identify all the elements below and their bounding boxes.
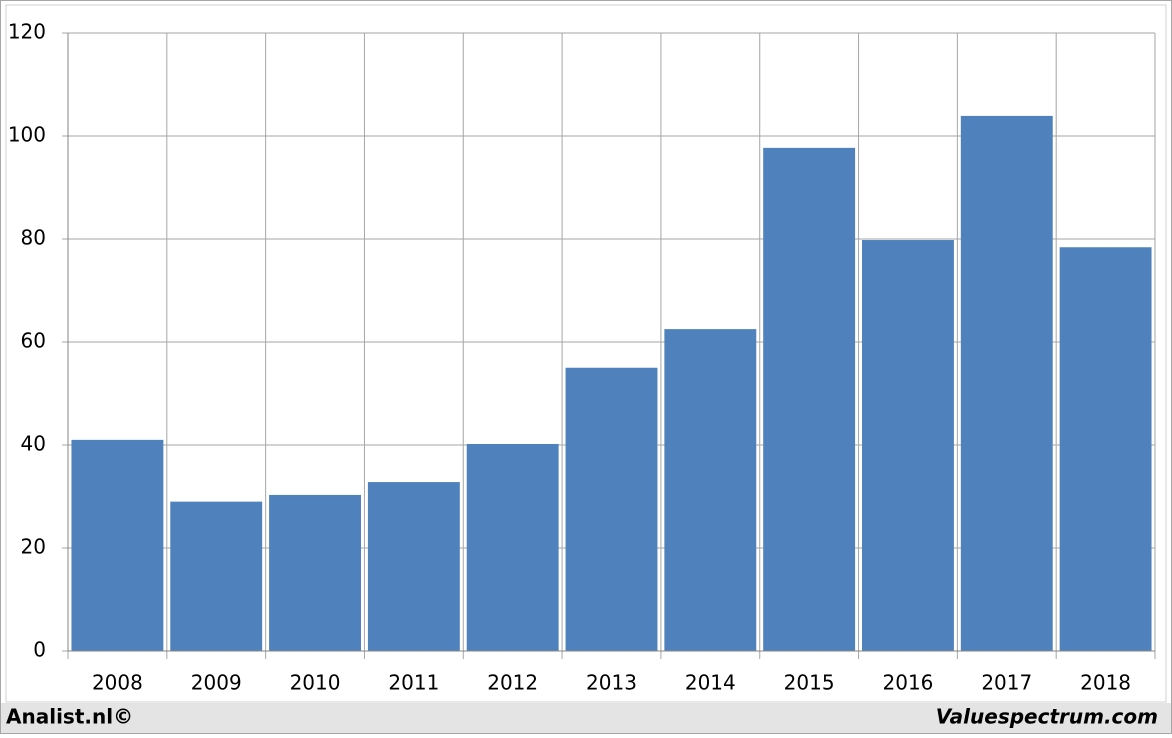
bar (170, 501, 263, 651)
bar (664, 329, 757, 651)
bar (763, 147, 856, 651)
bar (1059, 247, 1152, 652)
y-tick-label: 100 (8, 123, 46, 147)
footer-right: Valuespectrum.com (936, 705, 1158, 729)
y-tick-label: 120 (8, 20, 46, 44)
bar (71, 439, 164, 651)
x-tick-label: 2017 (981, 671, 1032, 695)
x-tick-label: 2016 (883, 671, 934, 695)
x-tick-label: 2015 (784, 671, 835, 695)
x-tick-label: 2010 (290, 671, 341, 695)
bar (269, 494, 361, 651)
footer-bar (1, 703, 1171, 733)
y-tick-label: 80 (21, 226, 46, 250)
x-tick-label: 2018 (1080, 671, 1131, 695)
y-tick-label: 60 (21, 329, 46, 353)
x-tick-label: 2012 (487, 671, 538, 695)
bar (960, 115, 1053, 652)
x-tick-label: 2013 (586, 671, 637, 695)
bar (565, 367, 658, 651)
y-tick-label: 20 (21, 535, 46, 559)
x-tick-label: 2009 (191, 671, 242, 695)
footer-left: Analist.nl© (6, 705, 133, 729)
y-tick-label: 0 (33, 638, 46, 662)
bar (466, 443, 559, 651)
bar (862, 240, 954, 651)
x-tick-label: 2008 (92, 671, 143, 695)
bar (367, 482, 460, 651)
x-tick-label: 2011 (388, 671, 439, 695)
y-tick-label: 40 (21, 432, 46, 456)
x-tick-label: 2014 (685, 671, 736, 695)
